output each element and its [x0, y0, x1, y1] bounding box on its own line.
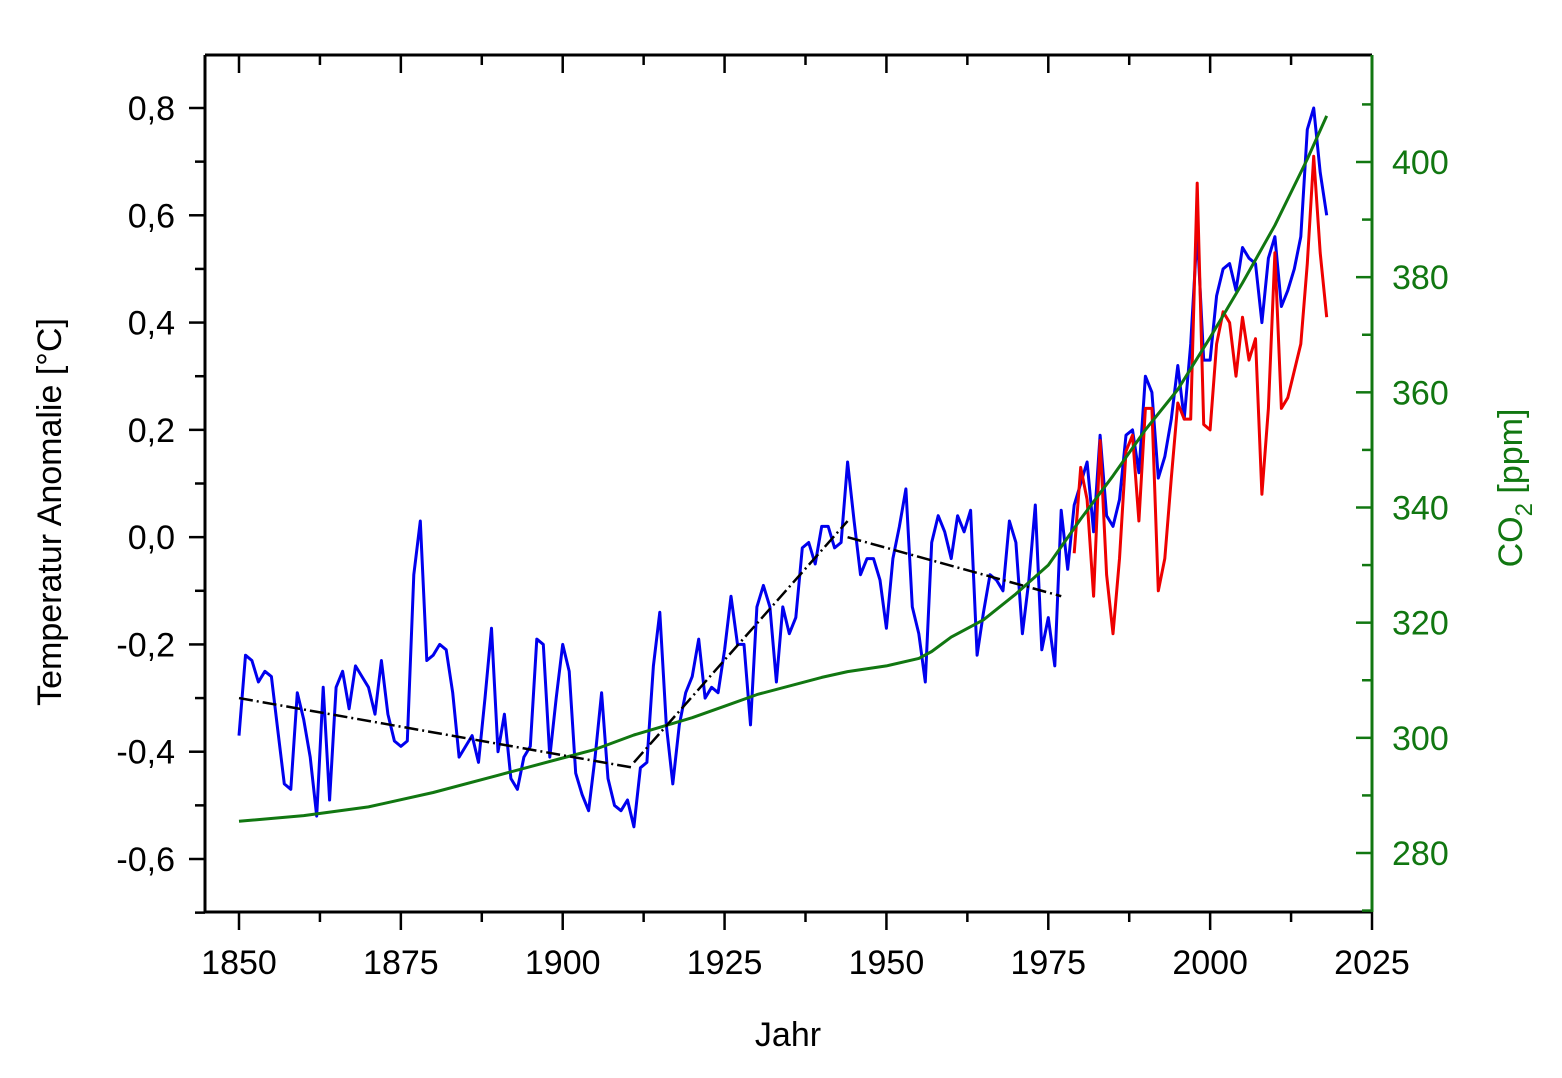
- x-axis-title: Jahr: [755, 1016, 821, 1054]
- x-tick-label: 1875: [363, 944, 439, 982]
- trend-1850-1911-line: [238, 696, 635, 770]
- trend-layer: [238, 520, 1062, 770]
- series-layer: [237, 106, 1329, 829]
- co2-concentration-line: [238, 115, 1329, 823]
- temperature-anomaly-satellite-line: [1072, 154, 1329, 636]
- y2-tick-label: 400: [1392, 144, 1449, 182]
- axes-layer: [189, 53, 1374, 930]
- y-tick-label: 0,6: [128, 197, 175, 235]
- y-axis-title: Temperatur Anomalie [°C]: [31, 318, 69, 706]
- y2-tick-labels: 280 300 320 340 360 380 400: [1392, 144, 1449, 873]
- y2-tick-label: 380: [1392, 259, 1449, 297]
- y-tick-label: 0,0: [128, 519, 175, 557]
- y2-tick-label: 320: [1392, 605, 1449, 643]
- y-tick-label: -0,4: [116, 734, 175, 772]
- y2-tick-label: 300: [1392, 720, 1449, 758]
- x-tick-label: 2025: [1334, 944, 1410, 982]
- trend-1911-1944-line: [632, 520, 849, 764]
- x-tick-labels: 1850 1875 1900 1925 1950 1975 2000 2025: [201, 944, 1410, 982]
- y2-tick-label: 360: [1392, 374, 1449, 412]
- y2-axis-title: CO2 [ppm]: [1492, 409, 1538, 568]
- y-tick-label: -0,2: [116, 626, 175, 664]
- y2-tick-label: 280: [1392, 835, 1449, 873]
- y-tick-label: 0,2: [128, 412, 175, 450]
- x-tick-label: 1950: [849, 944, 925, 982]
- trend-1944-1977-line: [847, 535, 1062, 598]
- temperature-anomaly-surface-line: [237, 106, 1329, 829]
- x-tick-label: 1925: [687, 944, 763, 982]
- x-tick-label: 1975: [1010, 944, 1086, 982]
- y2-axis-title-main: CO: [1492, 516, 1530, 567]
- y-tick-label: -0,6: [116, 841, 175, 879]
- x-tick-label: 2000: [1172, 944, 1248, 982]
- y2-axis-title-subscript: 2: [1511, 503, 1538, 516]
- y2-axis-title-unit: [ppm]: [1492, 409, 1530, 503]
- y-tick-label: 0,4: [128, 305, 175, 343]
- x-tick-label: 1850: [201, 944, 277, 982]
- y-tick-labels: -0,6 -0,4 -0,2 0,0 0,2 0,4 0,6 0,8: [116, 90, 175, 879]
- y-tick-label: 0,8: [128, 90, 175, 128]
- y2-tick-label: 340: [1392, 490, 1449, 528]
- x-tick-label: 1900: [525, 944, 601, 982]
